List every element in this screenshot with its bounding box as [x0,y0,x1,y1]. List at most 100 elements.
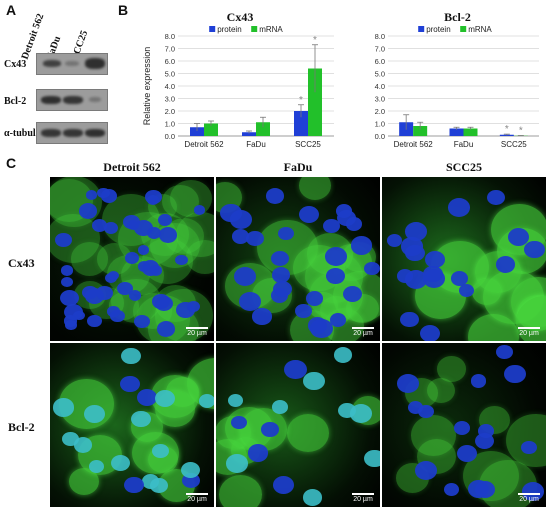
cell-nucleus [175,254,188,266]
cell-nucleus [524,240,546,259]
bar [413,126,428,136]
cell-nucleus [418,405,434,419]
legend-swatch [251,26,258,32]
cell-nucleus [146,195,159,206]
legend-swatch [460,26,467,32]
cell-nucleus [272,280,293,298]
cell-nucleus [61,432,79,447]
cell-nucleus [495,344,514,360]
cell-nucleus [443,483,459,496]
cell-nucleus [193,205,206,216]
cell-nucleus [364,261,380,276]
cell-nucleus [149,265,163,277]
cell-nucleus [521,482,544,502]
cell-nucleus [521,441,537,455]
cell-nucleus [54,232,72,248]
y-tick-label: 3.0 [165,95,175,104]
scale-bar-label: 20 µm [353,496,373,503]
y-tick-label: 3.0 [375,95,385,104]
cell-nucleus [121,347,141,365]
cell-nucleus [404,270,428,290]
legend-label: mRNA [468,25,492,34]
cell-nucleus [350,236,373,256]
cell-nucleus [142,474,160,489]
stained-cell [185,239,214,275]
stained-cell [299,177,332,201]
micrograph-cx43-scc25: 20 µm [382,177,546,341]
y-tick-label: 4.0 [375,82,385,91]
panel-label-b: B [118,2,129,18]
y-tick-label: 6.0 [375,57,385,66]
significance-mark: * [505,124,509,135]
y-tick-label: 6.0 [165,57,175,66]
significance-mark: * [313,35,317,46]
scale-bar-label: 20 µm [353,330,373,337]
micro-row-bcl2: Bcl-2 [8,420,35,434]
y-tick-label: 2.0 [165,107,175,116]
blot-band [63,96,83,104]
cell-nucleus [88,459,105,474]
scale-bar-line [352,493,374,495]
bar [190,127,204,136]
cell-nucleus [86,190,98,200]
cell-nucleus [419,324,441,341]
scale-bar-label: 20 µm [519,496,539,503]
scale-bar-line [352,327,374,329]
x-tick-label: Detroit 562 [184,140,224,149]
cell-nucleus [52,397,75,417]
stained-cell [411,415,457,456]
panel-label-c: C [6,155,17,171]
significance-mark: * [519,126,523,137]
significance-mark: * [299,95,303,106]
chart-title-bcl2: Bcl-2 [444,10,471,24]
bar [449,128,464,136]
blot-row-label-cx43: Cx43 [4,59,27,70]
cell-nucleus [299,206,320,224]
cell-nucleus [96,285,114,301]
cell-nucleus [97,187,110,199]
micrograph-cx43-detroit: 20 µm [50,177,214,341]
cell-nucleus [310,318,334,339]
blot-band [63,129,83,137]
y-tick-label: 2.0 [375,107,385,116]
cell-nucleus [72,310,85,321]
y-tick-label: 7.0 [375,45,385,54]
micrograph-bcl2-fadu: 20 µm [216,343,380,507]
cell-nucleus [92,219,108,233]
blot-strip-cx43 [36,53,108,75]
cell-nucleus [302,489,322,506]
scale-bar-line [518,493,540,495]
cell-nucleus [130,410,151,428]
cell-nucleus [272,400,289,415]
cell-nucleus [152,443,170,458]
cell-nucleus [186,301,200,313]
cell-nucleus [294,303,313,319]
cell-nucleus [63,315,78,327]
cell-nucleus [330,313,346,327]
scale-bar-label: 20 µm [187,330,207,337]
scale-bar-line [518,327,540,329]
cell-nucleus [271,267,291,284]
cell-nucleus [470,374,487,388]
cell-nucleus [270,250,289,267]
micro-col-fadu: FaDu [283,160,313,174]
y-tick-label: 7.0 [165,45,175,54]
cell-nucleus [303,371,325,391]
y-tick-label: 8.0 [165,32,175,41]
scale-bar: 20 µm [186,327,208,337]
cell-nucleus [261,422,279,438]
bar [256,122,270,136]
blot-row-label-bcl2: Bcl-2 [4,96,27,107]
scale-bar: 20 µm [518,493,540,503]
blot-band [85,58,105,69]
cell-nucleus [322,218,340,234]
blot-row-label-tubulin: α-tubulin [4,128,45,139]
y-tick-label: 0.0 [165,132,175,141]
scale-bar-line [186,327,208,329]
cell-nucleus [495,256,516,273]
stained-cell [437,356,466,382]
scale-bar-label: 20 µm [187,496,207,503]
cell-nucleus [231,229,250,245]
cell-nucleus [456,444,478,463]
x-tick-label: Detroit 562 [394,140,434,149]
